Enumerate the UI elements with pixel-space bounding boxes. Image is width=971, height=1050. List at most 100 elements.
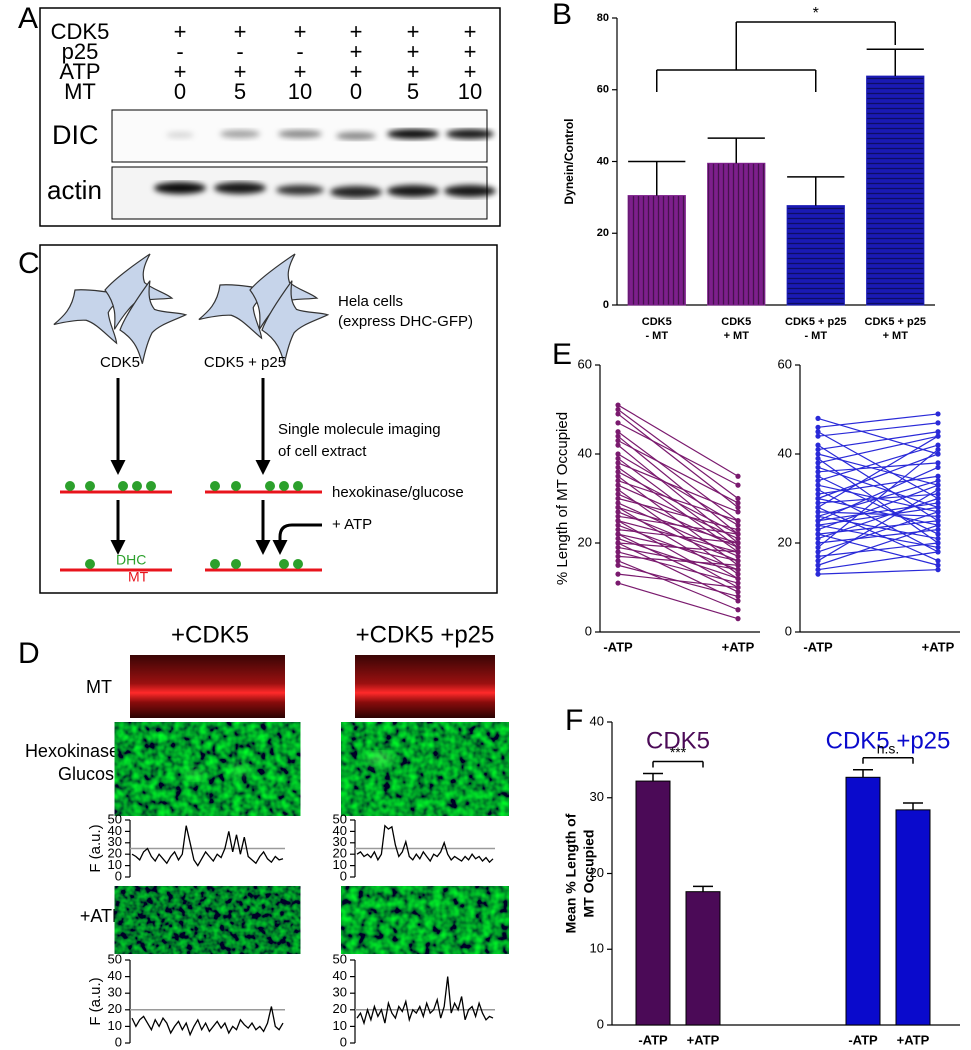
row-label: Hexokinase/	[25, 741, 124, 761]
point	[615, 406, 621, 413]
y-tick-label: 60	[778, 356, 792, 371]
point	[615, 469, 621, 475]
paired-line	[817, 524, 939, 566]
point	[935, 522, 941, 528]
panel-letter: F	[565, 704, 583, 737]
dot	[265, 481, 275, 491]
point	[615, 531, 621, 537]
y-tick-label: 10	[108, 1018, 122, 1033]
point	[815, 535, 821, 542]
point	[735, 580, 741, 586]
point	[935, 544, 941, 551]
point	[935, 500, 941, 506]
paired-line	[617, 444, 739, 544]
x-tick-label: CDK5 + p25	[865, 316, 926, 328]
band	[166, 132, 194, 138]
bar	[866, 75, 925, 306]
paired-line	[817, 444, 939, 482]
point	[735, 589, 741, 595]
point	[935, 411, 941, 417]
point	[815, 429, 821, 435]
point	[615, 478, 621, 484]
point	[815, 544, 821, 551]
band	[220, 130, 260, 138]
point	[815, 527, 821, 533]
dot	[85, 481, 95, 491]
group-title: CDK5	[646, 727, 710, 754]
point	[815, 513, 821, 519]
dot	[118, 481, 128, 491]
cell: +	[464, 19, 477, 44]
dot	[146, 481, 156, 491]
point	[735, 616, 741, 622]
y-axis-label: % Length of MT Occupied	[554, 412, 571, 585]
trace-line	[131, 1006, 284, 1037]
paired-line	[617, 413, 739, 508]
y-tick-label: 40	[590, 713, 604, 728]
band	[276, 185, 324, 195]
band	[214, 182, 266, 194]
cell: 10	[288, 79, 312, 104]
point	[815, 531, 821, 537]
paired-line	[817, 489, 939, 562]
paired-line	[617, 480, 739, 522]
point	[735, 518, 741, 524]
cell: 0	[174, 79, 186, 104]
point	[815, 509, 821, 515]
paired-line	[617, 422, 739, 486]
y-tick-label: 40	[108, 823, 122, 838]
y-tick-label: 40	[333, 823, 347, 838]
point	[935, 495, 941, 502]
condition-label: CDK5 + p25	[204, 354, 286, 371]
bar	[627, 195, 686, 306]
condition-label: CDK5	[100, 354, 140, 371]
point	[615, 527, 621, 533]
point	[615, 504, 621, 510]
paired-line	[817, 453, 939, 500]
x-tick-label: +ATP	[722, 639, 755, 654]
blot-label: actin	[47, 175, 102, 205]
point	[815, 500, 821, 506]
paired-line	[617, 484, 739, 540]
cells-label: (express DHC-GFP)	[338, 313, 473, 330]
point	[615, 580, 621, 586]
paired-line	[817, 506, 939, 562]
x-tick-label: CDK5	[642, 316, 672, 328]
y-tick-label: 0	[785, 623, 792, 638]
y-tick-label: 40	[597, 155, 609, 167]
point	[735, 584, 741, 591]
panel-letter: A	[18, 2, 38, 35]
point	[735, 482, 741, 488]
point	[815, 491, 821, 497]
paired-line	[617, 533, 739, 593]
dic-bands	[166, 129, 494, 140]
point	[815, 487, 821, 493]
y-tick-label: 30	[333, 834, 347, 849]
paired-line	[617, 471, 739, 535]
trace-line	[356, 824, 494, 864]
point	[615, 571, 621, 577]
paired-line	[817, 466, 939, 522]
paired-line	[817, 413, 939, 428]
point	[735, 576, 741, 582]
point	[615, 442, 621, 448]
mt-label: MT	[128, 569, 149, 585]
point	[935, 513, 941, 519]
paired-line	[817, 475, 939, 535]
green-image	[130, 730, 285, 808]
y-tick-label: 40	[333, 968, 347, 983]
cell: +	[464, 39, 477, 64]
point	[615, 562, 621, 568]
cell: -	[296, 39, 303, 64]
band	[278, 130, 322, 138]
atp-label: + ATP	[332, 516, 372, 533]
y-axis-label: Dynein/Control	[562, 119, 576, 205]
point	[815, 469, 821, 475]
point	[935, 442, 941, 448]
cell: +	[350, 19, 363, 44]
cell: +	[407, 59, 420, 84]
paired-line	[817, 422, 939, 437]
x-tick-label: -ATP	[603, 639, 633, 654]
